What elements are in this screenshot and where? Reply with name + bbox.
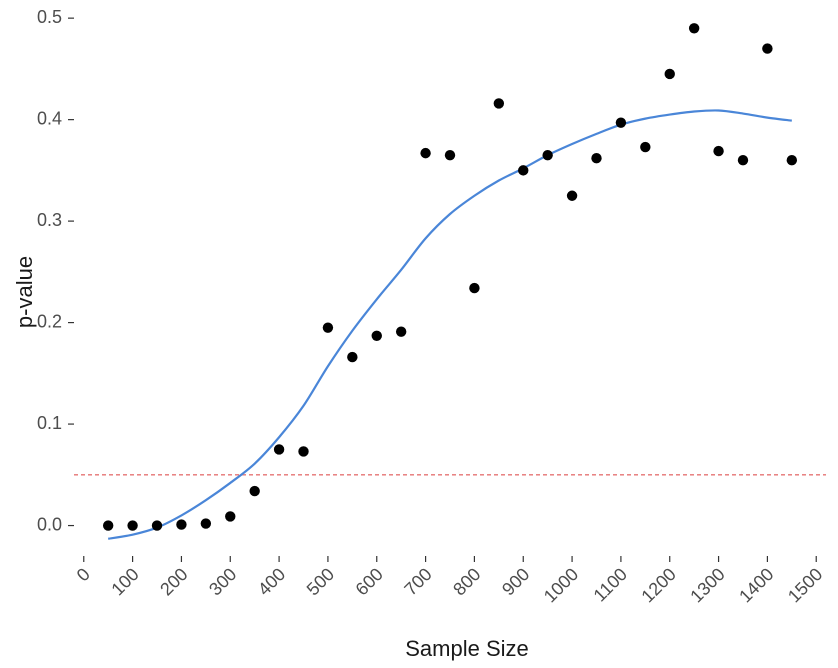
data-point bbox=[347, 351, 358, 363]
data-point bbox=[688, 23, 700, 34]
data-point bbox=[420, 147, 431, 159]
x-tick-label: 1500 bbox=[784, 564, 826, 606]
x-tick-label: 800 bbox=[449, 564, 484, 599]
x-tick-label: 1000 bbox=[540, 564, 582, 606]
data-point bbox=[640, 141, 651, 153]
data-point bbox=[786, 155, 798, 166]
data-point bbox=[102, 520, 114, 531]
data-point bbox=[591, 152, 602, 164]
data-point bbox=[127, 520, 138, 531]
data-point bbox=[200, 518, 212, 529]
y-tick-label: 0.5 bbox=[37, 7, 62, 27]
y-axis-title: p-value bbox=[12, 256, 37, 328]
data-point bbox=[249, 485, 260, 497]
y-tick-label: 0.4 bbox=[37, 108, 62, 128]
x-tick-label: 1300 bbox=[686, 564, 728, 606]
data-point bbox=[664, 68, 675, 80]
x-tick-label: 600 bbox=[352, 564, 387, 599]
x-tick-label: 700 bbox=[400, 564, 435, 599]
x-tick-label: 1100 bbox=[590, 564, 632, 606]
x-ticks-group: 0 100 200 300 400 500 600 700 800 900 1000 1100 1200… bbox=[73, 556, 826, 607]
x-tick-label: 900 bbox=[498, 564, 533, 599]
data-point bbox=[371, 330, 382, 341]
data-point bbox=[566, 190, 578, 201]
data-point bbox=[298, 446, 309, 457]
data-point bbox=[176, 519, 187, 530]
data-point bbox=[151, 520, 163, 531]
x-tick-label: 200 bbox=[156, 564, 191, 599]
x-axis-title: Sample Size bbox=[405, 636, 529, 661]
x-tick-label: 100 bbox=[107, 564, 142, 599]
data-point bbox=[713, 145, 724, 157]
x-tick-label: 1400 bbox=[735, 564, 777, 606]
x-tick-label: 300 bbox=[205, 564, 240, 599]
data-point bbox=[737, 155, 749, 166]
y-tick-label: 0.3 bbox=[37, 210, 62, 230]
data-point bbox=[762, 43, 773, 54]
points-group bbox=[102, 23, 798, 531]
x-tick-label: 0 bbox=[73, 564, 94, 585]
x-tick-label: 1200 bbox=[637, 564, 679, 606]
y-tick-label: 0.0 bbox=[37, 514, 62, 534]
x-tick-label: 400 bbox=[254, 564, 289, 599]
data-point bbox=[542, 149, 553, 161]
data-point bbox=[615, 117, 627, 128]
y-ticks-group: 0.0 0.1 0.2 0.3 0.4 0.5 bbox=[37, 7, 74, 534]
data-point bbox=[518, 165, 529, 176]
y-tick-label: 0.2 bbox=[37, 311, 62, 331]
data-point bbox=[395, 326, 407, 337]
data-point bbox=[225, 511, 236, 522]
data-point bbox=[469, 282, 480, 294]
y-tick-label: 0.1 bbox=[37, 413, 62, 433]
data-point bbox=[493, 98, 505, 109]
smooth-line bbox=[108, 109, 792, 540]
data-point bbox=[322, 322, 334, 333]
data-point bbox=[273, 444, 285, 455]
x-tick-label: 500 bbox=[303, 564, 338, 599]
smooth-line-group bbox=[108, 109, 792, 540]
data-point bbox=[444, 149, 456, 161]
